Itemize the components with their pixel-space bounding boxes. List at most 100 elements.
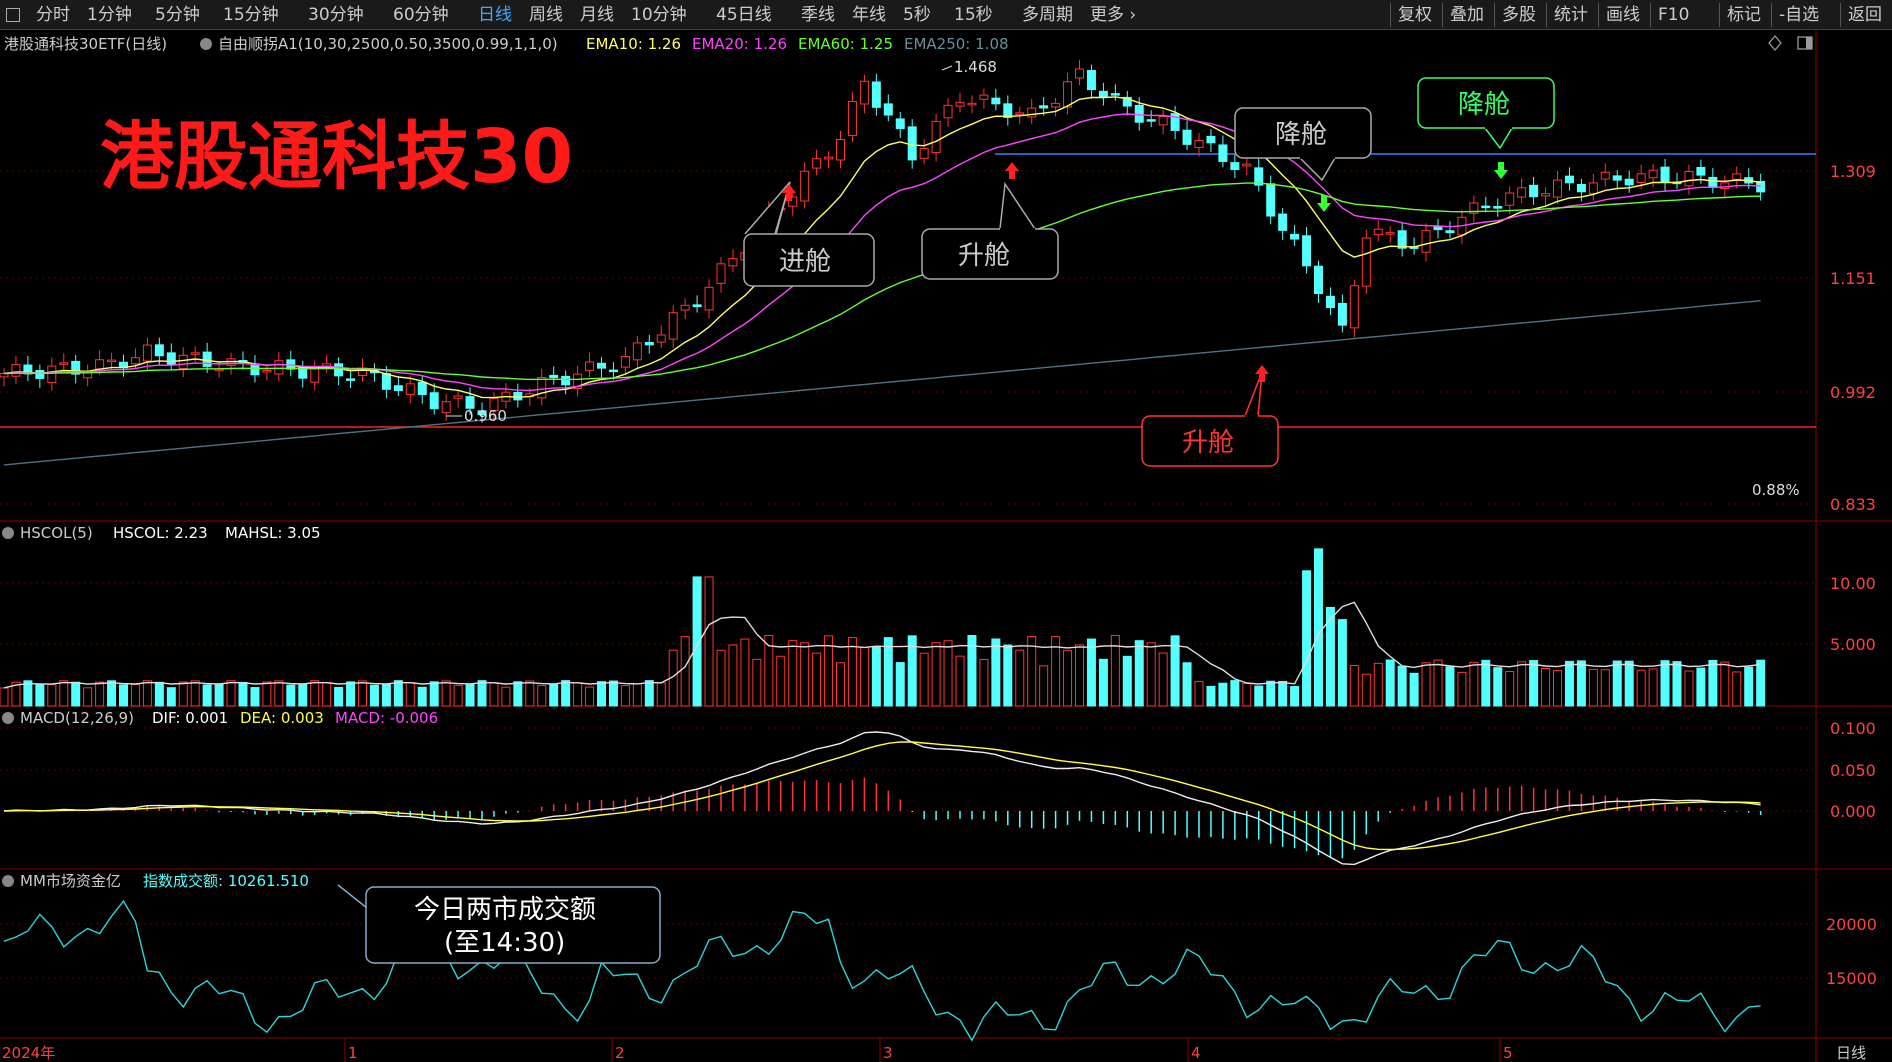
period-tab-13[interactable]: 5秒 bbox=[903, 5, 931, 25]
volume-bar bbox=[716, 649, 726, 707]
macd-gear-icon[interactable] bbox=[2, 712, 14, 724]
toolbar-right-6[interactable]: 多股 bbox=[1502, 5, 1536, 25]
period-tab-8[interactable]: 月线 bbox=[580, 5, 614, 25]
candle-body bbox=[1182, 129, 1192, 145]
toolbar-right-3[interactable]: F10 bbox=[1658, 5, 1690, 25]
period-tab-2[interactable]: 5分钟 bbox=[155, 5, 200, 25]
candle-body bbox=[561, 375, 571, 386]
panel-controls[interactable] bbox=[1768, 35, 1813, 51]
candle-body bbox=[1624, 178, 1634, 186]
volume-bar bbox=[525, 680, 535, 707]
volume-bar bbox=[298, 683, 308, 707]
volume-bar bbox=[35, 684, 45, 707]
candle-body bbox=[824, 156, 834, 160]
period-label-right[interactable]: 日线 bbox=[1836, 1044, 1866, 1062]
candle-body bbox=[1027, 107, 1037, 118]
volume-bar bbox=[1529, 660, 1539, 707]
volume-bar bbox=[620, 685, 630, 707]
period-tab-12[interactable]: 年线 bbox=[852, 5, 886, 25]
toolbar-right-0[interactable]: 返回 bbox=[1848, 5, 1882, 25]
candle-body bbox=[847, 101, 857, 136]
volume-bar bbox=[417, 686, 427, 707]
toolbar-right-7[interactable]: 叠加 bbox=[1450, 5, 1484, 25]
volume-bar bbox=[154, 681, 164, 707]
indicator-gear-icon[interactable] bbox=[200, 38, 212, 50]
period-tab-9[interactable]: 10分钟 bbox=[631, 5, 687, 25]
toolbar-right-4[interactable]: 画线 bbox=[1606, 5, 1640, 25]
candle-body bbox=[1564, 175, 1574, 184]
candle-body bbox=[644, 341, 654, 346]
volume-bar bbox=[1206, 685, 1216, 707]
ema20-label: EMA20: 1.26 bbox=[692, 35, 787, 53]
volume-bar bbox=[71, 681, 81, 707]
volume-bar bbox=[1086, 638, 1096, 707]
candle-body bbox=[513, 391, 523, 401]
volume-bar bbox=[465, 683, 475, 707]
candle-body bbox=[71, 360, 81, 375]
volume-bar bbox=[692, 576, 702, 707]
diamond-icon[interactable] bbox=[1768, 35, 1782, 51]
period-tab-6[interactable]: 日线 bbox=[478, 5, 512, 25]
mm-title: MM市场资金亿 bbox=[20, 872, 121, 890]
candle-body bbox=[1218, 144, 1228, 162]
period-tab-11[interactable]: 季线 bbox=[801, 5, 835, 25]
x-label-year: 2024年 bbox=[2, 1044, 55, 1062]
period-tab-1[interactable]: 1分钟 bbox=[87, 5, 132, 25]
mm-gear-icon[interactable] bbox=[2, 875, 14, 887]
volume-bar bbox=[597, 681, 606, 707]
volume-bar bbox=[895, 662, 905, 707]
candle-body bbox=[668, 312, 678, 340]
period-tab-10[interactable]: 45日线 bbox=[716, 5, 772, 25]
volume-bar bbox=[1230, 680, 1240, 707]
candle-body bbox=[1588, 182, 1598, 194]
volume-bar bbox=[1278, 680, 1288, 707]
candle-body bbox=[1756, 181, 1766, 193]
volume-bar bbox=[453, 684, 463, 707]
volume-bar bbox=[573, 682, 583, 707]
indicator-label: 自由顺拐A1(10,30,2500,0.50,3500,0.99,1,1,0) bbox=[218, 35, 558, 53]
period-tab-3[interactable]: 15分钟 bbox=[223, 5, 279, 25]
volume-bar bbox=[1218, 682, 1228, 707]
toolbar-right-1[interactable]: -自选 bbox=[1779, 5, 1820, 25]
macd-dif: DIF: 0.001 bbox=[152, 709, 228, 727]
candle-body bbox=[1349, 285, 1359, 329]
layout-grid-icon[interactable] bbox=[6, 0, 20, 30]
candle-body bbox=[1469, 202, 1479, 214]
chart-area[interactable]: 1.309 1.151 0.992 0.833 10.00 5.000 0.10… bbox=[0, 30, 1892, 1062]
period-tab-7[interactable]: 周线 bbox=[529, 5, 563, 25]
period-tab-4[interactable]: 30分钟 bbox=[308, 5, 364, 25]
candle-body bbox=[1015, 112, 1025, 115]
toolbar-right-5[interactable]: 统计 bbox=[1554, 5, 1588, 25]
candle-body bbox=[11, 364, 21, 377]
volume-bar bbox=[429, 681, 439, 707]
candle-body bbox=[107, 359, 117, 363]
period-tab-16[interactable]: 更多 › bbox=[1090, 5, 1137, 25]
mm-tick-1: 20000 bbox=[1826, 915, 1877, 934]
period-tab-0[interactable]: 分时 bbox=[36, 5, 70, 25]
macd-value: MACD: -0.006 bbox=[335, 709, 438, 727]
candle-body bbox=[836, 138, 845, 161]
candle-body bbox=[692, 304, 702, 308]
candle-body bbox=[919, 148, 929, 159]
candle-body bbox=[178, 354, 188, 370]
period-tab-5[interactable]: 60分钟 bbox=[393, 5, 449, 25]
volume-gear-icon[interactable] bbox=[2, 527, 14, 539]
volume-bar bbox=[322, 682, 332, 707]
volume-bar bbox=[907, 635, 917, 707]
toolbar-right-8[interactable]: 复权 bbox=[1398, 5, 1432, 25]
candle-body bbox=[704, 286, 714, 311]
x-label-5: 5 bbox=[1503, 1044, 1513, 1062]
period-tab-14[interactable]: 15秒 bbox=[954, 5, 993, 25]
candle-body bbox=[788, 196, 798, 207]
toolbar-right-2[interactable]: 标记 bbox=[1727, 5, 1761, 25]
volume-bar bbox=[1349, 664, 1359, 707]
x-label-4: 4 bbox=[1191, 1044, 1201, 1062]
candle-body bbox=[477, 410, 487, 416]
volume-bar bbox=[1457, 671, 1467, 707]
mm-tick-2: 15000 bbox=[1826, 969, 1877, 988]
period-tab-15[interactable]: 多周期 bbox=[1022, 5, 1073, 25]
candle-body bbox=[812, 158, 822, 169]
volume-bar bbox=[83, 687, 93, 707]
ema60-label: EMA60: 1.25 bbox=[798, 35, 893, 53]
volume-bar bbox=[883, 637, 893, 707]
